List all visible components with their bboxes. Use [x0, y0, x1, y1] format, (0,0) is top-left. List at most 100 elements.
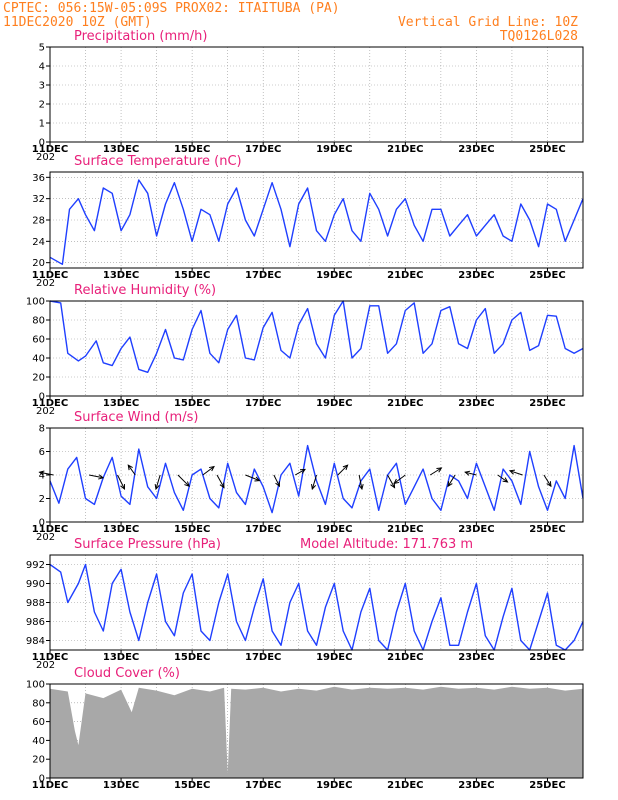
- header-date: 11DEC2020 10Z (GMT): [3, 15, 152, 30]
- panel-title: Surface Temperature (nC): [74, 154, 242, 169]
- wind-vector-head: [358, 484, 364, 491]
- y-tick-label: 100: [26, 297, 45, 308]
- panel-title: Relative Humidity (%): [74, 283, 216, 298]
- y-tick-label: 986: [26, 617, 45, 628]
- wind-vector-head: [311, 483, 317, 491]
- wind-vector-shaft: [337, 464, 348, 476]
- y-tick-label: 2: [39, 100, 45, 111]
- x-tick-label: 21DEC: [387, 652, 423, 663]
- x-tick-label: 21DEC: [387, 144, 423, 155]
- x-sub-label: 202: [36, 152, 55, 163]
- x-tick-label: 13DEC: [103, 144, 139, 155]
- y-tick-label: 8: [39, 424, 45, 435]
- wind-vector-shaft: [88, 474, 104, 479]
- wind-vector-shaft: [497, 474, 508, 483]
- wind-vector-head: [208, 465, 215, 472]
- wind-vector-shaft: [177, 474, 190, 487]
- y-tick-label: 5: [39, 43, 45, 54]
- wind-panel: 0 2 4 6 8 Surface Wind (m/s) 11DEC 13DEC 15DEC 17…: [32, 410, 584, 543]
- wind-vector-head: [254, 476, 261, 482]
- wind-vector-shaft: [245, 474, 260, 482]
- y-tick-label: 0: [39, 392, 45, 403]
- y-tick-label: 20: [32, 258, 45, 269]
- x-tick-label: 17DEC: [245, 398, 281, 409]
- x-tick-label: 13DEC: [103, 398, 139, 409]
- header-model-code: TQ0126L028: [500, 29, 578, 44]
- x-sub-label: 202: [36, 278, 55, 289]
- wind-vector-head: [436, 467, 443, 473]
- wind-vector-shaft: [117, 474, 125, 490]
- y-tick-label: 6: [39, 447, 45, 458]
- x-tick-label: 13DEC: [103, 780, 139, 791]
- x-tick-label: 17DEC: [245, 524, 281, 535]
- plot-frame: [49, 683, 584, 779]
- wind-vector-head: [38, 470, 45, 476]
- x-tick-label: 13DEC: [103, 524, 139, 535]
- y-tick-label: 80: [32, 698, 45, 709]
- x-tick-label: 15DEC: [174, 144, 210, 155]
- y-tick-label: 28: [32, 216, 45, 227]
- y-tick-label: 80: [32, 316, 45, 327]
- temperature-line: [49, 179, 584, 265]
- wind-vector-shaft: [216, 474, 225, 488]
- y-tick-label: 988: [26, 598, 45, 609]
- x-tick-label: 11DEC: [32, 652, 68, 663]
- y-tick-label: 20: [32, 373, 45, 384]
- wind-vector-shaft: [509, 470, 523, 476]
- x-tick-label: 11DEC: [32, 270, 68, 281]
- x-tick-label: 23DEC: [458, 144, 494, 155]
- cloud-cover-panel: 0 20 40 60 80 100 Cloud Cover (%) 11DEC 13DEC 15D…: [26, 666, 584, 791]
- x-tick-label: 17DEC: [245, 144, 281, 155]
- plot-frame: [49, 427, 584, 523]
- wind-vector-shaft: [155, 474, 161, 490]
- wind-vector-head: [154, 483, 160, 491]
- precipitation-panel: 0 1 2 3 4 5 Precipitation (mm/h) 11DEC 13DEC 15DE…: [32, 29, 584, 163]
- x-sub-label: 202: [36, 532, 55, 543]
- header-grid-line: Vertical Grid Line: 10Z: [398, 15, 578, 30]
- wind-vector-head: [502, 477, 509, 483]
- x-tick-label: 25DEC: [529, 144, 565, 155]
- panel-annotation: Model Altitude: 171.763 m: [300, 537, 473, 552]
- x-tick-label: 25DEC: [529, 524, 565, 535]
- wind-vector-head: [184, 481, 190, 488]
- wind-vector-head: [390, 482, 396, 489]
- x-tick-label: 15DEC: [174, 652, 210, 663]
- x-tick-label: 21DEC: [387, 398, 423, 409]
- wind-vector-shaft: [387, 474, 396, 488]
- panel-title: Surface Pressure (hPa): [74, 537, 221, 552]
- x-tick-label: 19DEC: [316, 270, 352, 281]
- plot-frame: [49, 171, 584, 269]
- x-tick-label: 23DEC: [458, 652, 494, 663]
- wind-vector-shaft: [465, 471, 477, 476]
- plot-frame: [49, 554, 584, 651]
- y-tick-label: 40: [32, 736, 45, 747]
- y-tick-label: 40: [32, 354, 45, 365]
- y-tick-label: 1: [39, 119, 45, 130]
- wind-line: [49, 444, 584, 514]
- wind-vector-shaft: [429, 467, 442, 476]
- wind-vector-head: [299, 468, 306, 474]
- x-sub-label: 202: [36, 406, 55, 417]
- wind-vector-shaft: [294, 468, 306, 476]
- y-tick-label: 0: [39, 518, 45, 529]
- x-tick-label: 23DEC: [458, 270, 494, 281]
- x-tick-label: 17DEC: [245, 270, 281, 281]
- header-location: CPTEC: 056:15W-05:09S PROX02: ITAITUBA (…: [3, 1, 340, 16]
- wind-vector-head: [393, 478, 400, 485]
- wind-vector-head: [219, 482, 225, 489]
- x-tick-label: 19DEC: [316, 652, 352, 663]
- y-tick-label: 36: [32, 173, 45, 184]
- temperature-panel: 20 24 28 32 36 Surface Temperature (nC) 11DEC 1…: [32, 154, 584, 289]
- y-tick-label: 4: [39, 471, 45, 482]
- wind-vector-shaft: [202, 466, 215, 476]
- panel-title: Cloud Cover (%): [74, 666, 180, 681]
- plot-frame: [49, 46, 584, 143]
- wind-vector-head: [342, 464, 349, 471]
- y-tick-label: 2: [39, 494, 45, 505]
- x-tick-label: 19DEC: [316, 144, 352, 155]
- wind-vector-head: [127, 464, 133, 471]
- x-tick-label: 25DEC: [529, 270, 565, 281]
- y-tick-label: 3: [39, 81, 45, 92]
- x-tick-label: 17DEC: [245, 780, 281, 791]
